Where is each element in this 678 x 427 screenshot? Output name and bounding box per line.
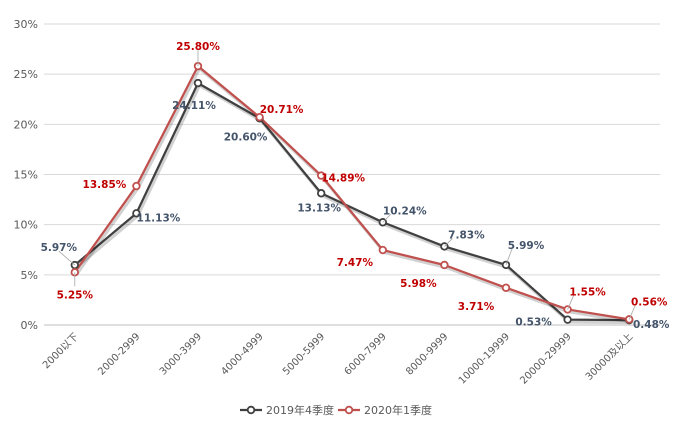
x-tick-label: 30000及以上 <box>583 331 635 383</box>
series-line-shadow <box>75 67 631 324</box>
leader-lines <box>58 50 636 320</box>
series-2-point <box>317 171 326 180</box>
x-tick-label: 10000-19999 <box>457 331 512 386</box>
x-tick-label: 4000-4999 <box>219 331 265 377</box>
leader-line <box>382 213 392 223</box>
x-tick-label: 5000-5999 <box>281 331 327 377</box>
series-2-point <box>563 305 572 314</box>
series-layer <box>70 61 634 325</box>
data-label: 24.11% <box>172 100 216 112</box>
leader-line <box>628 305 636 320</box>
data-label: 13.13% <box>297 202 341 214</box>
data-label: 0.48% <box>633 319 670 331</box>
x-tick-label: 3000-3999 <box>158 331 204 377</box>
y-tick-label: 30% <box>14 18 38 31</box>
y-tick-label: 5% <box>21 269 38 282</box>
data-label: 5.97% <box>41 242 78 254</box>
data-label: 7.47% <box>337 257 374 269</box>
y-tick-label: 20% <box>14 118 38 131</box>
series-line-2 <box>73 65 630 321</box>
data-label: 5.25% <box>57 289 94 301</box>
data-label: 3.71% <box>458 301 495 313</box>
leader-line <box>567 295 574 310</box>
series-1-point <box>563 315 572 324</box>
data-label: 5.99% <box>508 240 545 252</box>
x-tick-label: 2000以下 <box>41 331 81 371</box>
y-tick-label: 15% <box>14 169 38 182</box>
y-tick-label: 0% <box>21 319 38 332</box>
data-label: 0.53% <box>515 317 552 329</box>
data-label: 20.60% <box>224 131 268 143</box>
series-line-1 <box>74 81 630 322</box>
series-1-point <box>317 189 326 198</box>
series-2-point <box>132 181 141 191</box>
legend-label: 2019年4季度 <box>266 403 334 417</box>
series-2-point <box>501 283 511 292</box>
data-label: 7.83% <box>448 229 485 241</box>
data-label: 14.89% <box>321 173 365 185</box>
data-label: 0.56% <box>631 296 668 308</box>
data-labels: 5.97% 11.13% 24.11% 20.60% 13.13% 10.24% 7.83%… <box>41 41 670 331</box>
data-label: 10.24% <box>383 205 427 217</box>
leader-line <box>444 238 453 247</box>
x-tick-label: 2000-2999 <box>96 331 142 377</box>
x-tick-label: 8000-9999 <box>404 331 450 377</box>
series-1-point <box>132 209 141 218</box>
legend-label: 2020年1季度 <box>364 403 432 417</box>
series-1-point <box>193 78 203 88</box>
legend-swatch-marker <box>246 405 256 415</box>
data-label: 5.98% <box>400 278 437 290</box>
legend: 2019年4季度 2020年1季度 <box>240 403 432 417</box>
legend-swatch-marker <box>344 405 354 415</box>
leader-line <box>505 248 513 266</box>
grid-layer <box>44 23 660 326</box>
data-label: 1.55% <box>569 286 606 298</box>
data-label: 25.80% <box>176 41 220 53</box>
leader-line <box>58 250 76 266</box>
series-line-shadow <box>75 84 631 325</box>
x-tick-label: 6000-7999 <box>343 331 389 377</box>
series-2-point <box>440 260 449 270</box>
data-label: 13.85% <box>83 179 127 191</box>
series-2-point <box>378 245 387 255</box>
x-tick-label: 20000-29999 <box>518 331 573 386</box>
y-tick-label: 10% <box>14 219 38 232</box>
data-label: 20.71% <box>260 104 304 116</box>
series-2-point <box>255 113 264 122</box>
data-label: 11.13% <box>137 212 181 224</box>
y-tick-label: 25% <box>14 68 38 81</box>
